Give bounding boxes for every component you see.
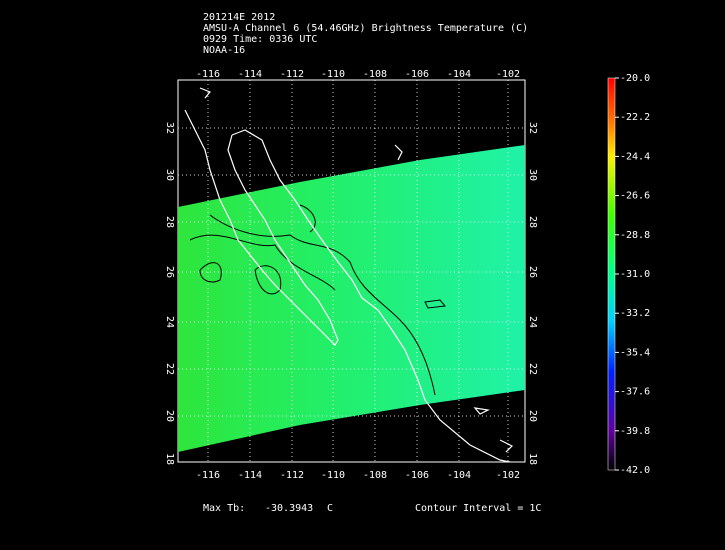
colorbar-label: -42.0 [620,465,650,476]
max-tb-value: -30.3943 [265,503,313,514]
lat-label: 24 [164,316,175,328]
colorbar-label: -39.8 [620,426,650,437]
lat-label: 20 [527,410,538,422]
colorbar-label: -22.2 [620,112,650,123]
lat-label: 28 [164,216,175,228]
lon-label: -110 [321,69,345,80]
lat-label: 22 [527,363,538,375]
lon-label: -106 [405,69,429,80]
lon-label: -104 [447,470,471,481]
lon-label: -102 [496,470,520,481]
lon-label: -108 [363,69,387,80]
lon-label: -110 [321,470,345,481]
lon-label: -102 [496,69,520,80]
max-tb-label: Max Tb: [203,503,245,514]
lat-label: 32 [164,122,175,134]
lat-label: 20 [164,410,175,422]
lon-label: -112 [280,470,304,481]
lat-label: 28 [527,216,538,228]
lat-label: 26 [164,266,175,278]
colorbar-label: -28.8 [620,230,650,241]
lon-label: -114 [238,69,262,80]
lon-label: -104 [447,69,471,80]
lat-label: 30 [164,169,175,181]
contours [189,204,446,396]
lon-label: -106 [405,470,429,481]
lat-label: 22 [164,363,175,375]
colorbar-label: -37.6 [620,387,650,398]
map [177,79,526,463]
contour-interval: Contour Interval = 1C [415,503,541,514]
lon-label: -116 [196,470,220,481]
colorbar-label: -24.4 [620,151,650,162]
colorbar-label: -26.6 [620,191,650,202]
header-line: AMSU-A Channel 6 (54.46GHz) Brightness T… [203,23,528,34]
colorbar-label: -20.0 [620,73,650,84]
header-line: 201214E 2012 [203,12,275,23]
lon-label: -114 [238,470,262,481]
lon-label: -108 [363,470,387,481]
lat-label: 24 [527,316,538,328]
lat-label: 30 [527,169,538,181]
colorbar [607,77,616,471]
lon-label: -112 [280,69,304,80]
header-line: 0929 Time: 0336 UTC [203,34,317,45]
lon-label: -116 [196,69,220,80]
colorbar-label: -35.4 [620,347,650,358]
coastline [184,87,514,463]
colorbar-label: -33.2 [620,308,650,319]
max-tb-unit: C [327,503,333,514]
colorbar-labels: -20.0 -22.2 -24.4 -26.6 -28.8 -31.0 -33.2 -35.4… [615,73,650,476]
lat-label: 32 [527,122,538,134]
lat-label: 26 [527,266,538,278]
header-line: NOAA-16 [203,45,245,56]
lat-label: 18 [527,453,538,465]
lat-label: 18 [164,453,175,465]
colorbar-label: -31.0 [620,269,650,280]
